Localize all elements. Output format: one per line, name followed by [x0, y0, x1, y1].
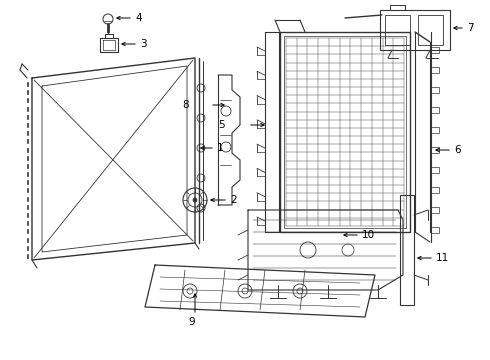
- Bar: [400, 195, 414, 305]
- Bar: [431, 167, 439, 173]
- Bar: [284, 36, 406, 228]
- Bar: [431, 227, 439, 233]
- Text: 4: 4: [135, 13, 142, 23]
- Text: 10: 10: [362, 230, 375, 240]
- Bar: [431, 47, 439, 53]
- Bar: [418, 15, 443, 45]
- Text: 5: 5: [218, 120, 224, 130]
- Bar: [431, 107, 439, 113]
- Text: 11: 11: [436, 253, 449, 263]
- Bar: [380, 10, 450, 50]
- Text: 6: 6: [454, 145, 461, 155]
- Text: 2: 2: [230, 195, 237, 205]
- Bar: [431, 187, 439, 193]
- Bar: [431, 207, 439, 213]
- Bar: [431, 127, 439, 133]
- Bar: [385, 15, 410, 45]
- Bar: [280, 32, 410, 232]
- Bar: [431, 147, 439, 153]
- Bar: [431, 87, 439, 93]
- Bar: [431, 67, 439, 73]
- Text: 7: 7: [467, 23, 474, 33]
- Text: 8: 8: [182, 100, 189, 110]
- Text: 3: 3: [140, 39, 147, 49]
- Circle shape: [193, 198, 197, 202]
- Text: 9: 9: [188, 317, 195, 327]
- Text: 1: 1: [217, 143, 223, 153]
